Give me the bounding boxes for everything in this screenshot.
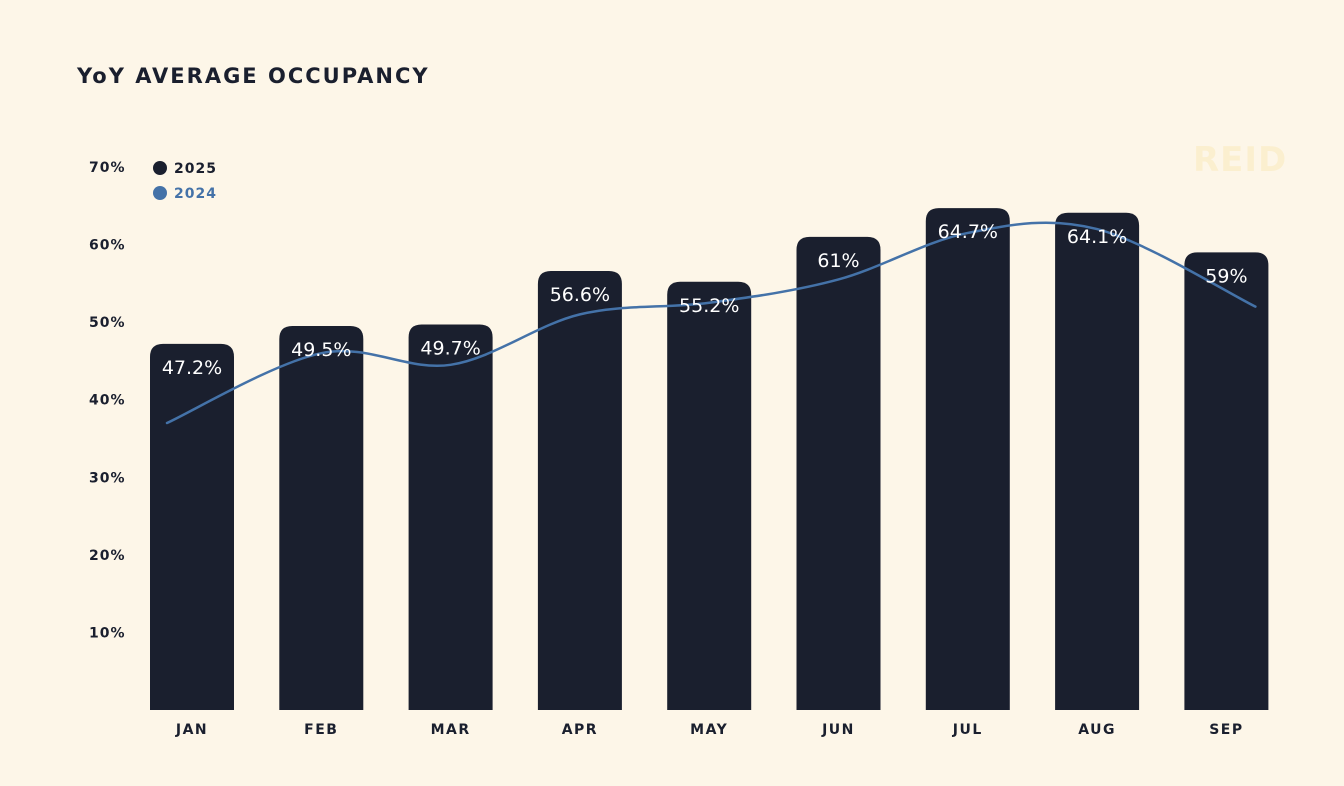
data-labels: 47.2% 49.5% 49.7% 56.6% 55.2% 61% 64.7% 64.1% 59…: [162, 221, 1248, 379]
bar-apr: [537, 270, 622, 710]
y-tick-label: 10%: [89, 625, 126, 641]
legend-label-2024: 2024: [174, 186, 217, 202]
x-tick-label: MAY: [690, 722, 728, 738]
bar-mar: [408, 324, 493, 710]
bar-may: [667, 281, 752, 710]
watermark-logo: REID: [1193, 140, 1288, 180]
bar-jun: [796, 236, 881, 711]
bars-2025: [150, 208, 1269, 711]
bar-sep: [1184, 252, 1269, 711]
data-label: 49.7%: [420, 337, 480, 359]
y-tick-label: 30%: [89, 470, 126, 486]
x-tick-label: FEB: [304, 722, 338, 738]
y-tick-label: 70%: [89, 160, 126, 176]
x-tick-label: SEP: [1209, 722, 1243, 738]
x-tick-label: JUN: [821, 722, 855, 738]
y-axis: 10% 20% 30% 40% 50% 60% 70%: [89, 160, 126, 641]
chart-title: YoY AVERAGE OCCUPANCY: [77, 64, 430, 88]
x-tick-label: APR: [562, 722, 598, 738]
y-tick-label: 40%: [89, 393, 126, 409]
legend: 2025 2024: [153, 161, 217, 202]
x-tick-label: MAR: [431, 722, 471, 738]
bar-feb: [279, 326, 364, 710]
y-tick-label: 60%: [89, 238, 126, 254]
data-label: 56.6%: [550, 284, 610, 306]
series-line-2024: [165, 221, 1257, 425]
legend-marker-2024: [153, 186, 167, 200]
bar-jan: [150, 343, 234, 710]
data-label: 47.2%: [162, 357, 222, 379]
x-tick-label: JUL: [952, 722, 983, 738]
x-tick-label: AUG: [1078, 722, 1116, 738]
bar-aug: [1055, 212, 1140, 710]
y-tick-label: 50%: [89, 315, 126, 331]
x-axis: JAN FEB MAR APR MAY JUN JUL AUG SEP: [175, 722, 1243, 738]
legend-marker-2025: [153, 161, 167, 175]
data-label: 49.5%: [291, 339, 351, 361]
y-tick-label: 20%: [89, 548, 126, 564]
data-label: 59%: [1205, 265, 1247, 287]
bar-jul: [925, 208, 1010, 710]
x-tick-label: JAN: [175, 722, 208, 738]
data-label: 55.2%: [679, 295, 739, 317]
line-2024: [165, 221, 1257, 425]
legend-label-2025: 2025: [174, 161, 217, 177]
data-label: 61%: [817, 250, 859, 272]
data-label: 64.1%: [1067, 226, 1127, 248]
data-label: 64.7%: [938, 221, 998, 243]
